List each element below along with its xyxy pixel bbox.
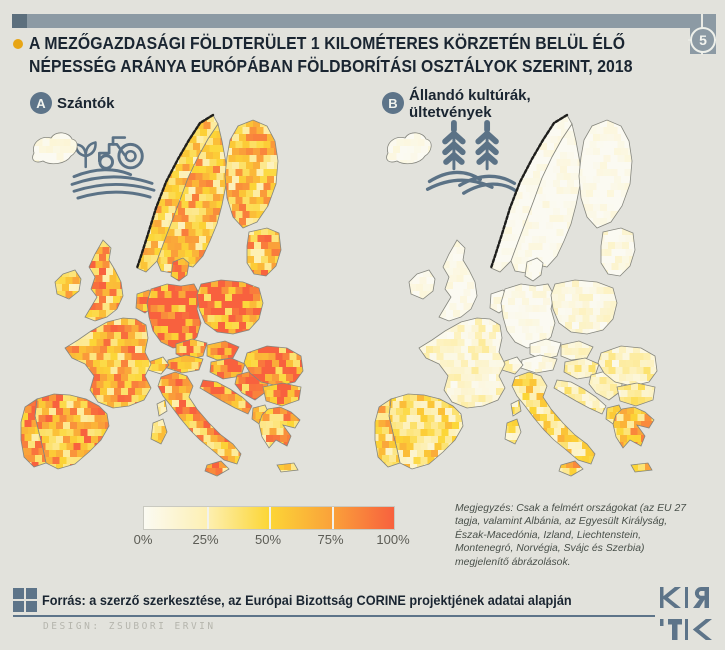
krtk-logo	[660, 587, 712, 640]
choropleth-map-arable-land	[20, 113, 304, 477]
title-bullet-icon	[13, 39, 23, 49]
legend-tick-label: 50%	[254, 532, 282, 547]
legend-divider	[269, 507, 271, 529]
source-credit: Forrás: a szerző szerkesztése, az Európa…	[42, 593, 572, 608]
page-number-badge: 5	[690, 27, 716, 53]
footer-divider	[13, 615, 655, 617]
source-squares-icon	[13, 588, 37, 612]
panel-a-label: Szántók	[57, 95, 115, 112]
legend-tick-label: 0%	[133, 532, 153, 547]
footnote: Megjegyzés: Csak a felmért országokat (a…	[455, 503, 686, 568]
page-title-line1: A MEZŐGAZDASÁGI FÖLDTERÜLET 1 KILOMÉTERE…	[29, 33, 626, 53]
legend-divider	[206, 507, 209, 529]
legend-tick-label: 100%	[376, 532, 410, 547]
panel-a-badge: A	[30, 92, 52, 114]
choropleth-map-permanent-crops	[374, 113, 658, 477]
wheat-plantation-icon	[425, 119, 518, 195]
legend-tick-labels: 0% 25% 50% 75% 100%	[134, 532, 410, 548]
color-scale-legend	[143, 506, 395, 530]
header-bar	[12, 14, 716, 28]
legend-tick-label: 75%	[317, 532, 344, 547]
panel-b-label: Állandó kultúrák, ültetvények	[409, 87, 531, 121]
panel-b-badge: B	[382, 92, 404, 114]
legend-tick-label: 25%	[192, 532, 219, 547]
design-credit: DESIGN: ZSUBORI ERVIN	[43, 621, 216, 632]
page-title: A MEZŐGAZDASÁGI FÖLDTERÜLET 1 KILOMÉTERE…	[29, 32, 725, 78]
legend-divider	[331, 507, 334, 529]
header-bar-accent	[12, 14, 27, 28]
page-title-line2: NÉPESSÉG ARÁNYA EURÓPÁBAN FÖLDBORÍTÁSI O…	[29, 56, 633, 76]
tractor-plowed-field-icon	[70, 136, 156, 200]
